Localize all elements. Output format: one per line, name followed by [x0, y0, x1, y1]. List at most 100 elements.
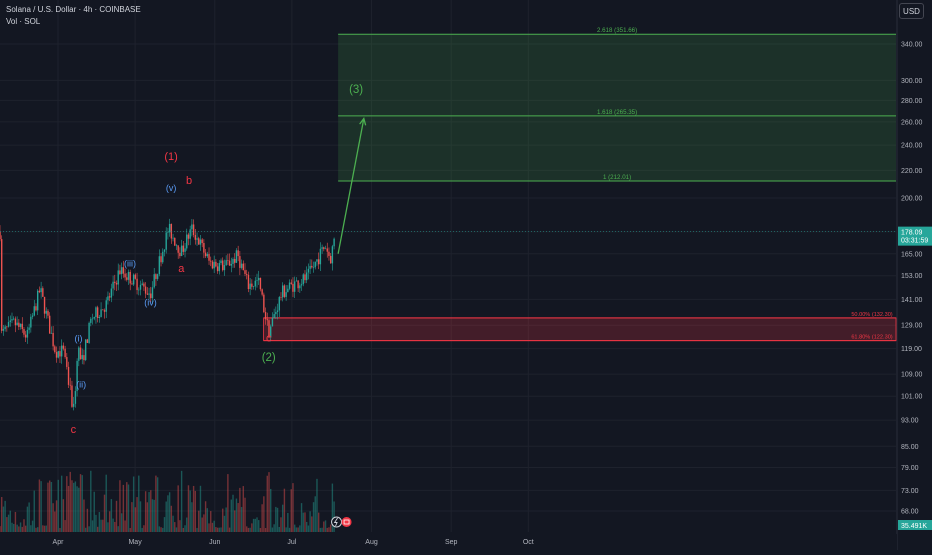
candle-body: [228, 260, 231, 266]
price-tick-label: 119.00: [901, 346, 922, 353]
candle-body: [124, 273, 126, 278]
candle-body: [45, 310, 47, 314]
volume-bar: [156, 477, 159, 532]
candle-body: [204, 252, 207, 257]
candle-body: [174, 237, 176, 246]
wave-label: (2): [262, 352, 276, 364]
candle-body: [317, 259, 320, 265]
volume-bar: [258, 520, 260, 532]
wave-label: (3): [349, 84, 363, 96]
candle-body: [74, 391, 77, 404]
candle-body: [60, 345, 63, 357]
volume-bar: [153, 499, 155, 532]
candle-body: [199, 239, 202, 245]
volume-bar: [192, 485, 195, 532]
price-tick-label: 280.00: [901, 98, 923, 105]
candle-body: [259, 277, 262, 290]
volume-bar: [317, 512, 320, 532]
volume-bar: [319, 527, 322, 532]
price-tick-label: 340.00: [901, 42, 923, 49]
candle-body: [7, 321, 10, 327]
candle-body: [223, 265, 226, 271]
projection-arrow: [337, 118, 365, 254]
candle-body: [213, 261, 215, 269]
candle-body: [227, 260, 229, 261]
candle-body: [187, 234, 190, 239]
volume-bar: [19, 522, 22, 532]
volume-bar: [180, 470, 183, 532]
candle-body: [256, 280, 258, 281]
candle-body: [108, 296, 111, 298]
candle-body: [117, 270, 119, 285]
volume-bar: [2, 506, 5, 532]
support-zone: [263, 317, 897, 342]
candle-body: [333, 238, 335, 247]
candle-body: [102, 309, 104, 311]
candle-body: [59, 351, 61, 357]
candle-body: [268, 320, 270, 338]
candle-body: [293, 281, 296, 292]
volume-bar: [300, 503, 303, 532]
price-tick-label: 68.00: [901, 509, 919, 516]
candle-body: [264, 312, 267, 320]
candle-body: [196, 238, 198, 240]
candle-body: [283, 285, 286, 297]
wave-label: (iii): [124, 258, 136, 268]
candle-body: [72, 403, 75, 407]
candle-body: [67, 366, 70, 385]
volume-bar: [295, 527, 298, 532]
volume-bar: [26, 506, 29, 532]
last-price-value: 178.09: [901, 230, 923, 237]
candle-body: [309, 265, 311, 269]
price-tick-label: 240.00: [901, 143, 923, 150]
volume-bar: [316, 478, 318, 532]
candle-body: [78, 347, 80, 361]
volume-bar: [69, 471, 71, 532]
currency-button[interactable]: USD: [899, 3, 924, 19]
candle-body: [0, 231, 1, 240]
candle-body: [43, 296, 46, 314]
candle-body: [26, 329, 29, 338]
wave-label: (ii): [76, 380, 86, 390]
news-icon-glyph: [343, 519, 350, 525]
candle-body: [263, 294, 265, 313]
volume-bar: [62, 499, 65, 532]
time-axis-bg: [0, 534, 897, 550]
candle-body: [54, 346, 56, 353]
volume-bar: [129, 528, 131, 532]
candle-body: [254, 280, 256, 287]
volume-bar: [333, 501, 335, 532]
candle-body: [66, 357, 68, 367]
volume-bar: [222, 508, 224, 532]
candle-body: [273, 314, 275, 318]
volume-bar: [79, 474, 82, 532]
candle-body: [168, 223, 171, 233]
candle-body: [290, 282, 292, 284]
candle-body: [23, 329, 25, 335]
volume-bar: [234, 510, 236, 532]
volume-bar: [16, 524, 18, 532]
volume-bar: [105, 474, 107, 532]
candle-body: [180, 245, 183, 257]
volume-bar: [292, 483, 294, 532]
volume-bar: [36, 527, 39, 532]
wave-label: (i): [75, 333, 83, 343]
candle-body: [266, 319, 268, 321]
candle-body: [148, 293, 150, 295]
volume-bar: [275, 506, 277, 532]
volume-bar: [211, 522, 214, 532]
volume-bar: [107, 522, 109, 532]
candle-body: [95, 307, 97, 318]
candle-body: [167, 232, 169, 233]
volume-bar: [148, 492, 150, 532]
candle-body: [69, 384, 71, 386]
projection-arrow-head: [359, 117, 367, 126]
volume-bar: [132, 476, 135, 532]
candle-body: [62, 345, 65, 349]
candle-body: [48, 315, 51, 334]
candle-body: [191, 224, 193, 230]
volume-bar: [191, 502, 193, 532]
